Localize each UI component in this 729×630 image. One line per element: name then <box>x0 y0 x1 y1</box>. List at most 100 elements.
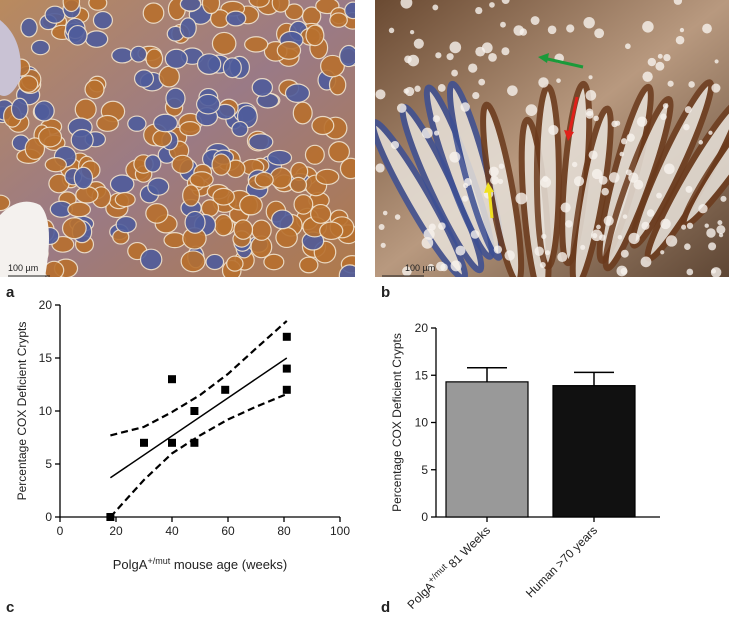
y-tick-label: 10 <box>39 404 53 418</box>
micrograph-b <box>375 0 729 277</box>
x-tick-label: 60 <box>221 524 235 538</box>
cell <box>30 39 51 56</box>
cell <box>305 24 325 47</box>
cell <box>147 177 170 196</box>
goblet-cell <box>460 102 470 112</box>
y-axis-label: Percentage COX Deficient Crypts <box>390 333 404 512</box>
arrow-red <box>567 96 579 136</box>
goblet-cell <box>704 223 709 228</box>
cell <box>164 48 188 70</box>
cell <box>92 10 114 30</box>
goblet-cell <box>461 195 469 202</box>
x-tick-label: PolgA+/mut 81 Weeks <box>403 522 493 612</box>
cell <box>231 120 249 138</box>
cell <box>310 203 332 224</box>
cell <box>73 166 94 190</box>
goblet-cell <box>468 63 478 73</box>
panel-label: d <box>381 599 390 616</box>
goblet-cell <box>620 138 628 145</box>
point <box>190 407 199 415</box>
point <box>106 513 115 521</box>
cell <box>67 201 92 218</box>
goblet-cell <box>498 163 505 169</box>
goblet-cell <box>388 27 395 34</box>
confidence-band <box>110 320 288 437</box>
cell <box>62 0 81 13</box>
cell <box>205 253 225 271</box>
arrowhead <box>538 53 549 63</box>
arrow-green <box>542 56 584 69</box>
goblet-cell <box>626 133 635 142</box>
goblet-cell <box>421 127 433 139</box>
cell <box>284 3 304 21</box>
x-tick-label-rest: 81 Weeks <box>443 523 493 573</box>
cell <box>88 0 108 11</box>
y-tick-label: 5 <box>45 457 52 471</box>
goblet-cell <box>640 256 652 268</box>
point <box>168 438 176 447</box>
goblet-cell <box>556 78 561 83</box>
goblet-cell <box>633 179 644 190</box>
arrowhead <box>484 182 494 193</box>
cell <box>33 100 55 122</box>
goblet-cell <box>667 80 674 87</box>
goblet-cell <box>708 242 717 251</box>
cell <box>20 17 38 38</box>
cell <box>84 79 105 100</box>
cell <box>144 154 162 173</box>
arrowhead <box>564 130 574 141</box>
goblet-cell <box>675 35 685 45</box>
cell <box>195 93 221 115</box>
cell <box>145 48 164 69</box>
goblet-cell <box>428 223 436 231</box>
goblet-cell <box>432 115 440 123</box>
cell <box>111 47 134 64</box>
cell <box>44 5 66 24</box>
cell <box>0 194 11 212</box>
cell <box>44 157 67 173</box>
lumen <box>0 201 49 277</box>
goblet-cell <box>620 267 628 275</box>
goblet-cell <box>449 41 462 54</box>
goblet-cell <box>720 195 727 202</box>
goblet-cell <box>608 172 620 183</box>
goblet-cell <box>394 214 401 220</box>
goblet-cell <box>478 78 486 86</box>
goblet-cell <box>617 234 623 240</box>
cell <box>145 203 169 224</box>
goblet-cell <box>490 175 499 185</box>
goblet-cell <box>711 83 721 93</box>
arrow-yellow <box>487 187 494 219</box>
cell <box>271 0 290 13</box>
goblet-cell <box>547 25 557 35</box>
cell <box>239 194 263 216</box>
goblet-cell <box>446 53 454 61</box>
goblet-cell <box>493 245 503 254</box>
x-tick-label: 40 <box>165 524 179 538</box>
point <box>282 332 291 341</box>
goblet-cell <box>382 210 388 216</box>
goblet-cell <box>540 176 552 188</box>
goblet-cell <box>588 150 598 160</box>
cell <box>292 101 313 125</box>
cell <box>163 232 187 249</box>
goblet-cell <box>472 91 480 100</box>
goblet-cell <box>601 187 609 196</box>
y-tick-label: 10 <box>415 416 429 430</box>
cell <box>284 83 311 103</box>
cell <box>153 113 178 133</box>
goblet-cell <box>481 42 493 54</box>
goblet-cell <box>449 151 461 163</box>
goblet-cell <box>708 130 713 135</box>
cell <box>344 1 355 20</box>
goblet-cell <box>435 261 446 272</box>
goblet-cell <box>432 4 439 11</box>
goblet-cell <box>488 166 499 177</box>
x-tick-label: 80 <box>277 524 291 538</box>
goblet-cell <box>598 175 608 185</box>
goblet-cell <box>642 71 653 82</box>
goblet-cell <box>585 90 597 101</box>
cell <box>114 191 136 208</box>
cell <box>319 221 344 241</box>
panel-label: b <box>381 284 390 301</box>
